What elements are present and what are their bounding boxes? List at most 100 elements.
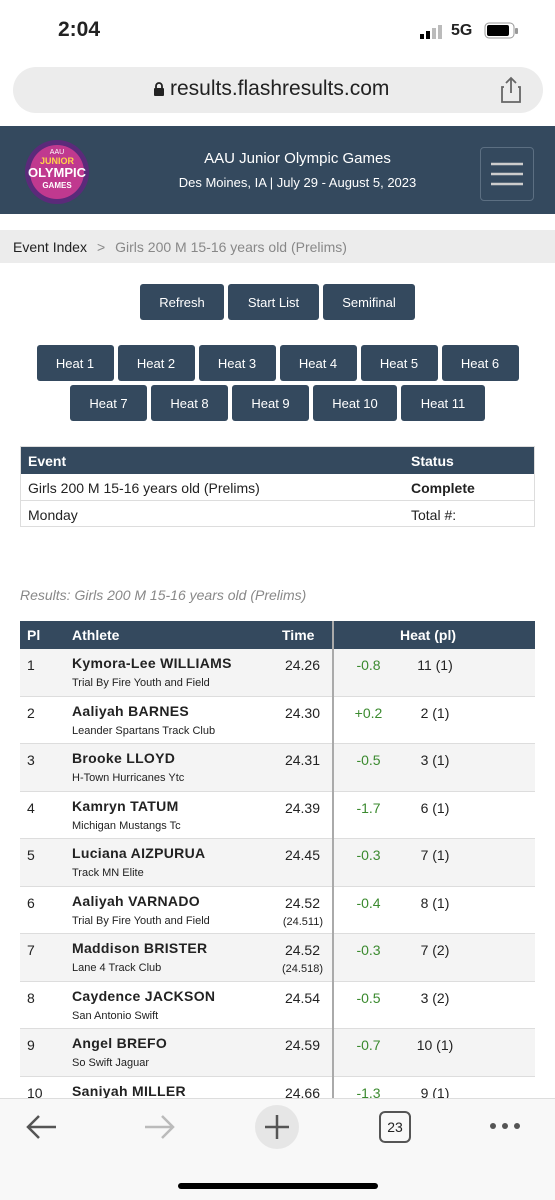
result-row: 8 Caydence JACKSON San Antonio Swift 24.54 -… [20,981,535,1029]
result-row: 1 Kymora-Lee WILLIAMS Trial By Fire Youth … [20,649,535,697]
time: 24.45 [284,847,320,863]
action-button[interactable]: Semifinal [323,284,415,320]
forward-button[interactable] [142,1113,176,1141]
header-cell: Event [28,453,67,469]
result-row: 2 Aaliyah BARNES Leander Spartans Track Cl… [20,696,535,744]
battery-icon [484,22,518,39]
header-cell: Status [411,453,454,469]
time: 24.39 [284,799,320,816]
clock: 2:04 [58,18,101,41]
heat-button[interactable]: Heat 4 [279,345,357,381]
site-subtitle: Des Moines, IA | July 29 - August 5, 202… [178,175,417,190]
share-icon[interactable] [499,76,523,104]
table-header [20,621,535,649]
row-divider [21,500,534,501]
team: Track MN Elite [72,867,144,879]
heat-place: 9 (1) [420,1084,450,1099]
athlete-name: Maddison BRISTER [72,940,208,956]
athlete-name: Kamryn TATUM [72,797,179,814]
result-row: 7 Maddison BRISTER Lane 4 Track Club 24.52 (… [20,934,535,982]
athlete-name: Kymora-Lee WILLIAMS [72,655,232,671]
tab-count[interactable]: 23 [379,1111,411,1143]
heat-button[interactable]: Heat 7 [70,385,147,421]
heat-place: 3 (2) [420,989,450,1006]
team: So Swift Jaguar [72,1057,150,1069]
heat-place: 3 (1) [420,752,450,768]
breadcrumb-current: Girls 200 M 15-16 years old (Prelims) [115,238,347,255]
time: 24.26 [284,657,320,673]
wind: -0.5 [356,989,381,1006]
cell: Monday [28,507,78,523]
team: Trial By Fire Youth and Field [72,914,210,927]
result-row: 5 Luciana AIZPURUA Track MN Elite 24.45 -0.3… [20,839,535,887]
time: 24.31 [284,752,320,768]
signal-icon [420,25,442,39]
results-caption: Results: Girls 200 M 15-16 years old (Pr… [20,587,307,603]
logo-text: OLYMPIC [28,165,87,180]
wind: -1.3 [356,1084,381,1099]
place: 8 [27,989,35,1006]
logo-text: AAU [50,149,64,156]
cell: Total #: [411,507,457,523]
athlete-name: Aaliyah BARNES [72,702,190,719]
athlete-name: Brooke LLOYD [72,750,176,766]
heat-row: Heat 1 Heat 2 Heat 3 Heat 4 Heat 5 Heat 6 [0,345,555,381]
place: 3 [27,752,35,768]
breadcrumb-separator: > [96,238,106,255]
heat-button[interactable]: Heat 1 [36,345,114,381]
event-table: Event Status Girls 200 M 15-16 years old… [20,446,535,527]
url-bar[interactable] [13,67,543,113]
team: Trial By Fire Youth and Field [72,677,210,689]
time: 24.66 [284,1084,320,1099]
header-cell: Athlete [72,627,120,643]
team: Lane 4 Track Club [72,962,162,974]
new-tab-button[interactable] [254,1104,300,1150]
action-button[interactable]: Refresh [140,284,224,320]
breadcrumb-link[interactable]: Event Index [13,238,87,255]
heat-button[interactable]: Heat 6 [441,345,519,381]
time: 24.52 [284,942,320,958]
time-detail: (24.518) [282,963,323,975]
athlete-name: Caydence JACKSON [72,987,216,1004]
place: 1 [27,657,35,673]
table-header [21,447,534,474]
logo: AAU JUNIOR OLYMPIC GAMES [25,140,89,204]
heat-button[interactable]: Heat 5 [360,345,438,381]
site-header [0,126,555,214]
heat-button[interactable]: Heat 2 [117,345,195,381]
result-row: 6 Aaliyah VARNADO Trial By Fire Youth and … [20,886,535,934]
more-button[interactable] [488,1120,522,1132]
logo-text: GAMES [42,181,72,190]
results-table: Pl Athlete Time Heat (pl) 1 Kymora-Lee WI… [20,621,535,1098]
menu-button[interactable] [480,147,534,201]
action-button[interactable]: Start List [228,284,319,320]
button-row: Refresh Start List Semifinal [0,284,555,320]
heat-button[interactable]: Heat 11 [401,385,485,421]
place: 2 [27,704,35,721]
athlete-name: Angel BREFO [72,1035,168,1051]
wind: -1.7 [356,799,381,816]
team: San Antonio Swift [72,1009,159,1022]
heat-button[interactable]: Heat 8 [151,385,228,421]
result-row: 9 Angel BREFO So Swift Jaguar 24.59 -0.7 10 (… [20,1029,535,1077]
athlete-name: Luciana AIZPURUA [72,845,206,861]
back-button[interactable] [25,1113,59,1141]
result-row: 10 Saniyah MILLER 24.66 -1.3 9 (1) [20,1076,535,1099]
url[interactable]: results.flashresults.com [170,77,390,100]
time-detail: (24.511) [282,915,323,928]
time: 24.59 [284,1037,320,1053]
heat-button[interactable]: Heat 3 [198,345,276,381]
logo-text: JUNIOR [40,156,75,166]
wind: -0.3 [356,942,381,958]
wind: +0.2 [354,704,383,721]
result-row: 4 Kamryn TATUM Michigan Mustangs Tc 24.39 -1… [20,791,535,839]
heat-button[interactable]: Heat 10 [313,385,397,421]
heat-button[interactable]: Heat 9 [232,385,309,421]
wind: -0.7 [356,1037,381,1053]
column-divider [332,621,334,1098]
place: 9 [27,1037,35,1053]
wind: -0.5 [356,752,381,768]
heat-place: 11 (1) [417,657,453,673]
cell: Complete [411,480,475,496]
home-indicator [178,1183,378,1189]
